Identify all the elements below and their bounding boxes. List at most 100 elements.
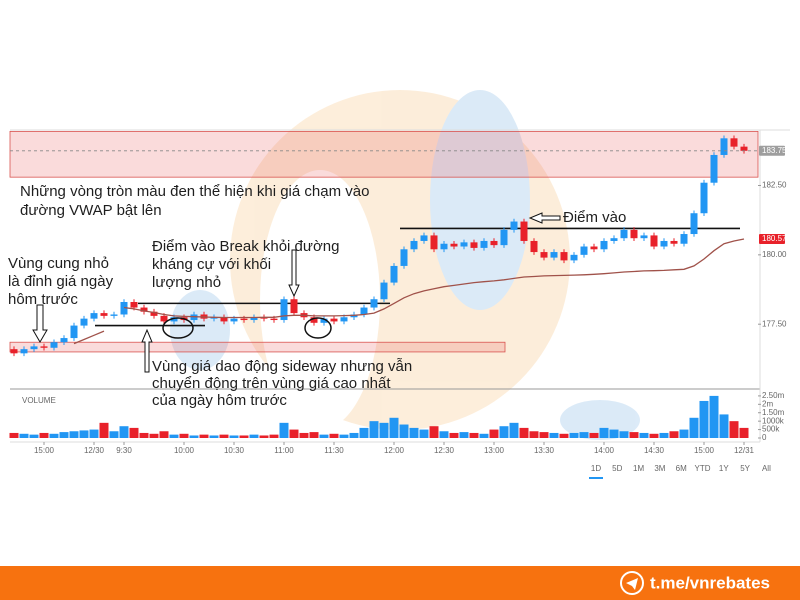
- candle-body: [210, 317, 218, 319]
- candle-body: [500, 229, 508, 246]
- volume-bar: [539, 432, 549, 438]
- range-button[interactable]: All: [762, 464, 771, 473]
- candle-body: [40, 346, 48, 348]
- candle-body: [20, 349, 28, 354]
- x-tick-label: 11:30: [324, 446, 344, 455]
- candle-body: [650, 235, 658, 247]
- annotation: lượng nhỏ: [152, 274, 221, 291]
- volume-bar: [19, 433, 29, 438]
- volume-bar: [429, 426, 439, 438]
- touch-circle: [162, 317, 194, 339]
- volume-bar: [199, 434, 209, 438]
- volume-bar: [419, 429, 429, 438]
- range-button[interactable]: YTD: [695, 464, 711, 473]
- vwap-line: [73, 238, 745, 345]
- volume-bar: [729, 421, 739, 438]
- candle-body: [60, 338, 68, 343]
- volume-bar: [129, 427, 139, 438]
- arrow-down: [32, 304, 48, 343]
- y-tick-label: 177.50: [762, 319, 787, 328]
- volume-bar: [689, 417, 699, 438]
- candle-body: [520, 221, 528, 241]
- volume-bar: [389, 417, 399, 438]
- arrow-up: [141, 328, 153, 373]
- price-tag-label: 183.75: [762, 146, 787, 155]
- volume-bar: [259, 435, 269, 438]
- volume-tick-label: 500k: [762, 425, 780, 434]
- volume-bar: [309, 432, 319, 438]
- range-button[interactable]: 6M: [676, 464, 687, 473]
- volume-tick-label: 2.50m: [762, 391, 785, 400]
- annotation: hôm trước: [8, 291, 78, 308]
- candle-body: [490, 240, 498, 246]
- y-tick-label: 180.00: [762, 250, 787, 259]
- plot: 177.50 180.00 182.50 2.50m2m1.50m1000k500k0…: [9, 130, 787, 455]
- candle-body: [50, 342, 58, 348]
- x-tick-label: 12:00: [384, 446, 405, 455]
- volume-bar: [609, 429, 619, 438]
- telegram-plane: [626, 578, 638, 590]
- candle-body: [530, 240, 538, 253]
- candle-body: [560, 252, 568, 261]
- annotation: Vùng cung nhỏ: [8, 255, 109, 272]
- footer-bar: [0, 566, 800, 600]
- volume-bar: [659, 432, 669, 438]
- candle-body: [10, 349, 18, 354]
- candle-body: [380, 282, 388, 300]
- candle-body: [690, 213, 698, 235]
- volume-bar: [529, 431, 539, 438]
- x-tick-label: 12/31: [734, 446, 755, 455]
- volume-bar: [589, 432, 599, 438]
- range-button[interactable]: 3M: [654, 464, 665, 473]
- candle-body: [70, 325, 78, 339]
- candle-body: [630, 229, 638, 239]
- volume-bar: [249, 434, 259, 438]
- volume-bar: [179, 433, 189, 438]
- candle-body: [80, 318, 88, 326]
- volume-bar: [339, 434, 349, 438]
- range-button[interactable]: 1D: [591, 464, 601, 473]
- x-tick-label: 9:30: [116, 446, 132, 455]
- volume-bar: [649, 433, 659, 438]
- volume-bar: [459, 432, 469, 438]
- range-button[interactable]: 5Y: [740, 464, 750, 473]
- candle-body: [670, 240, 678, 244]
- volume-bar: [409, 427, 419, 438]
- annotation: Vùng giá dao động sideway nhưng vẫn: [152, 358, 412, 375]
- candle-body: [290, 299, 298, 314]
- volume-bar: [59, 432, 69, 438]
- volume-tick-label: 1000k: [762, 416, 785, 425]
- arrow-left: [528, 212, 561, 224]
- candle-body: [110, 314, 118, 316]
- x-tick-label: 15:00: [694, 446, 715, 455]
- volume-bar: [449, 432, 459, 438]
- candle-body: [600, 240, 608, 250]
- candle-body: [230, 318, 238, 322]
- price-tag-label: 180.57: [762, 234, 787, 243]
- volume-tick-label: 0: [762, 433, 767, 442]
- candle-body: [410, 240, 418, 250]
- volume-bar: [509, 422, 519, 438]
- volume-bar: [239, 435, 249, 438]
- range-button[interactable]: 1Y: [719, 464, 729, 473]
- candle-body: [370, 299, 378, 308]
- candle-body: [170, 317, 178, 322]
- volume-bar: [189, 435, 199, 438]
- footer-link[interactable]: t.me/vnrebates: [650, 573, 770, 592]
- volume-bar: [169, 434, 179, 438]
- candle-body: [480, 240, 488, 248]
- candle-body: [310, 317, 318, 323]
- volume-bar: [379, 422, 389, 438]
- x-tick-label: 14:00: [594, 446, 615, 455]
- volume-bar: [149, 433, 159, 438]
- candle-body: [390, 265, 398, 283]
- candle-body: [720, 138, 728, 155]
- candle-body: [130, 302, 138, 308]
- candle-body: [280, 299, 288, 321]
- range-button[interactable]: 1M: [633, 464, 644, 473]
- volume-bar: [359, 427, 369, 438]
- candle-body: [270, 318, 278, 321]
- candle-body: [470, 242, 478, 248]
- range-button[interactable]: 5D: [612, 464, 622, 473]
- volume-bar: [39, 432, 49, 438]
